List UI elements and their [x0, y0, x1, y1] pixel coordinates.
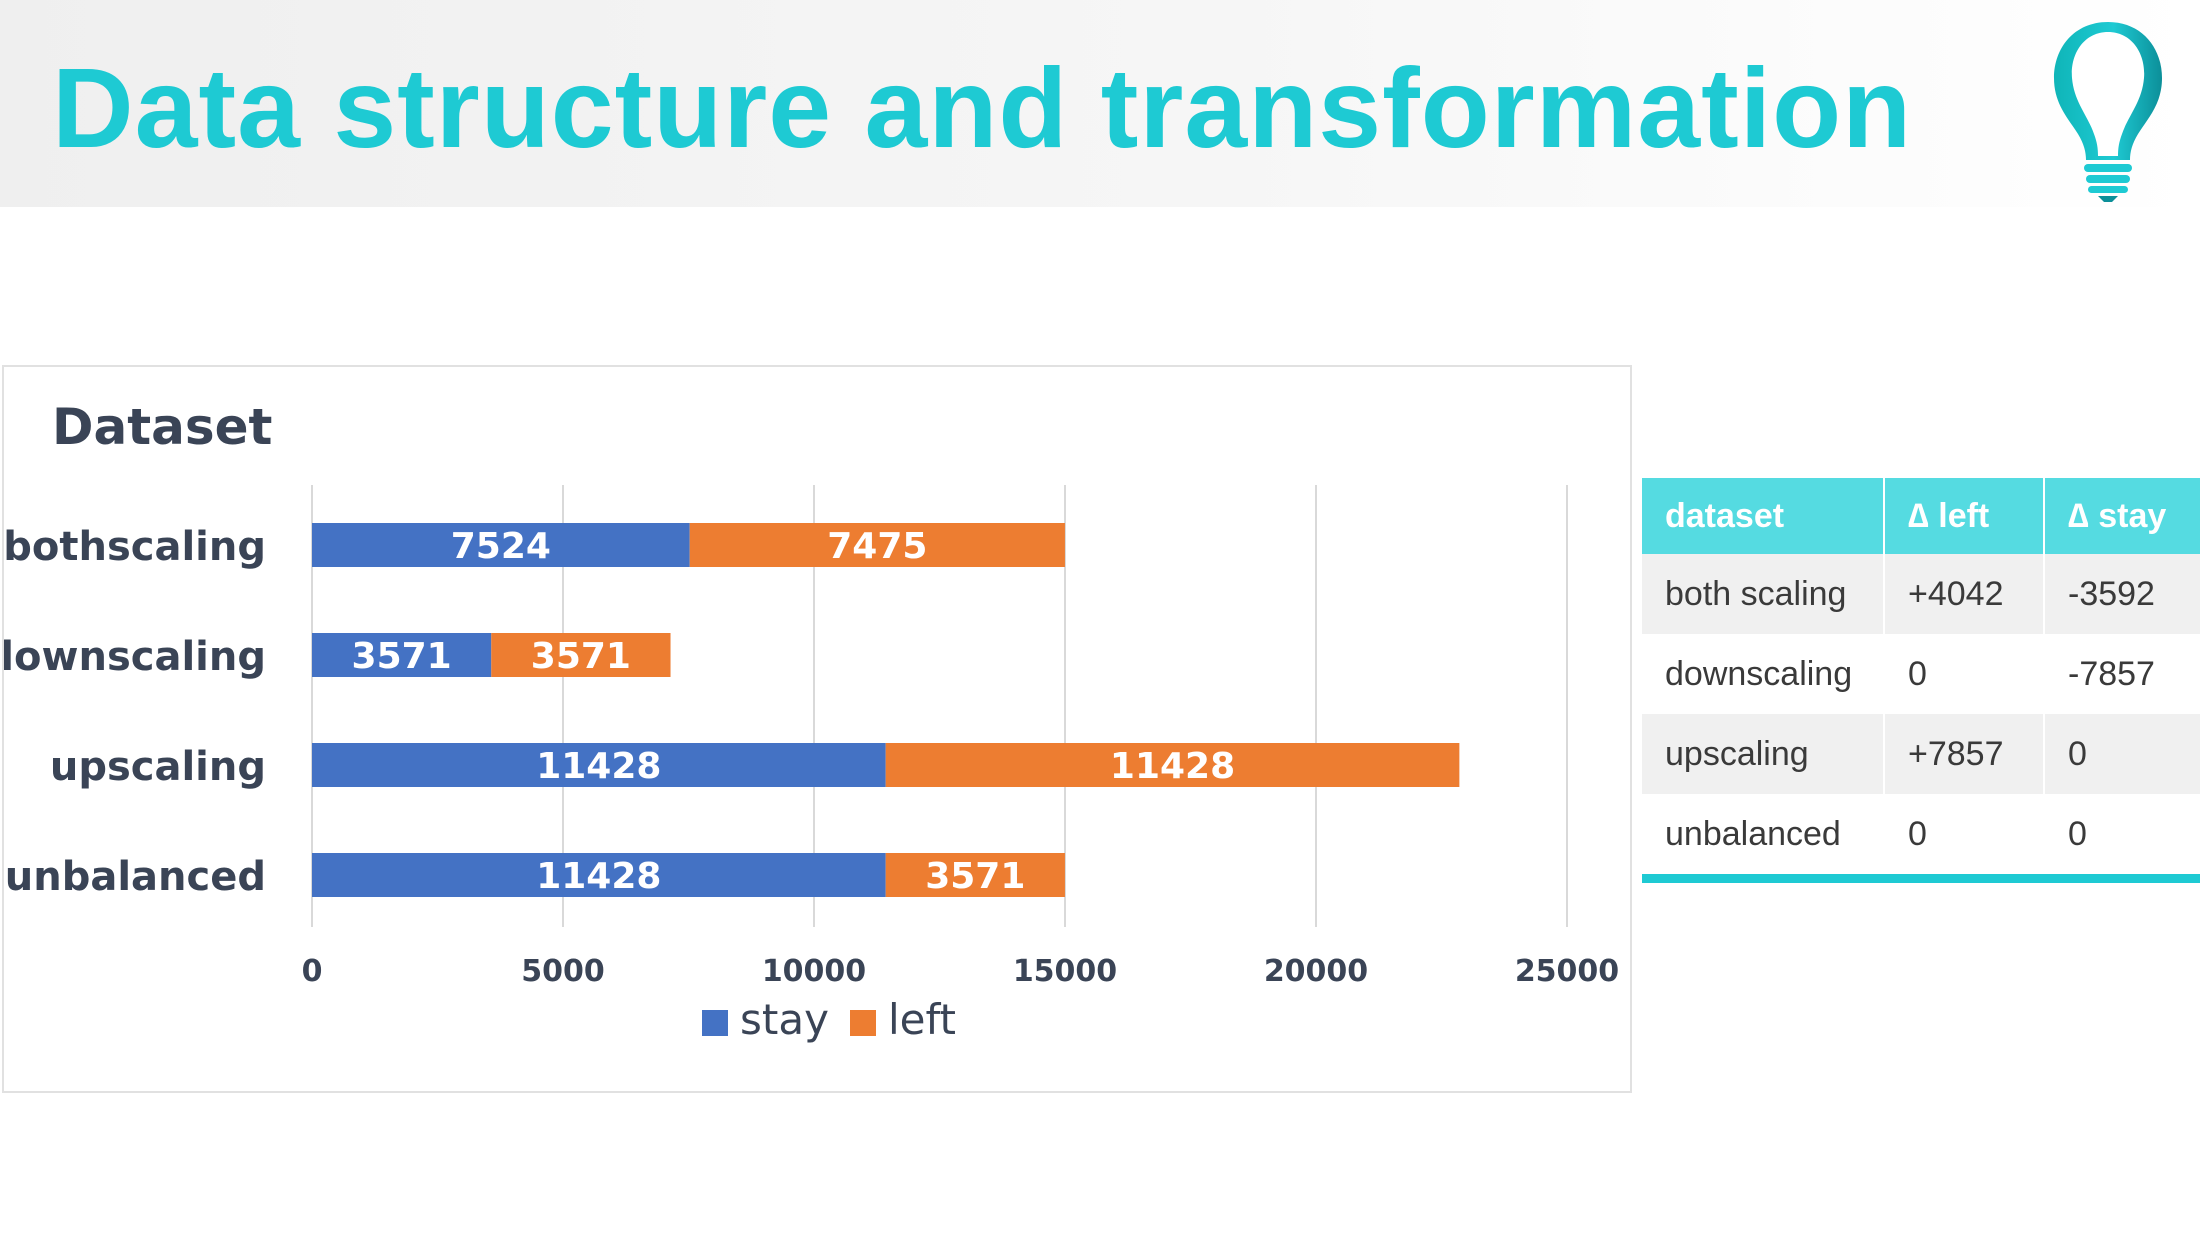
slide-header: Data structure and transformation: [0, 0, 2200, 207]
table-cell-dataset: upscaling: [1642, 714, 1884, 794]
lightbulb-icon: [2054, 22, 2162, 202]
data-label: 7524: [451, 526, 551, 567]
table-cell-delta-left: 0: [1883, 794, 2044, 874]
category-label: bothscaling: [4, 524, 266, 570]
chart-panel: Dataset 0 5000 10000 15000 20000 25000 7524 747…: [2, 365, 1632, 1093]
slide-title: Data structure and transformation: [52, 45, 1913, 171]
data-label: 3571: [352, 636, 452, 677]
x-tick-label: 25000: [1515, 954, 1619, 989]
bar-left: [885, 853, 1065, 897]
x-tick-label: 15000: [1013, 954, 1117, 989]
table-cell-delta-stay: -7857: [2043, 634, 2200, 714]
table-header-row: dataset ∆ left ∆ stay: [1642, 478, 2200, 554]
table-row: unbalanced 0 0: [1642, 794, 2200, 874]
table-bottom-border: [1642, 874, 2200, 883]
x-tick-label: 5000: [521, 954, 605, 989]
table-cell-delta-left: 0: [1883, 634, 2044, 714]
delta-table: dataset ∆ left ∆ stay both scaling +4042…: [1642, 478, 2200, 883]
bar-left: [491, 633, 671, 677]
bar-stay: [312, 633, 492, 677]
bar-stay: [312, 743, 886, 787]
table-cell-dataset: unbalanced: [1642, 794, 1884, 874]
x-tick-label: 0: [302, 954, 323, 989]
table-cell-dataset: both scaling: [1642, 554, 1884, 634]
bar-left: [885, 743, 1460, 787]
table-header-delta-stay: ∆ stay: [2043, 478, 2200, 554]
table-cell-delta-stay: 0: [2043, 794, 2200, 874]
legend-swatch-stay: [702, 1010, 728, 1036]
data-label: 11428: [536, 746, 661, 787]
data-label: 11428: [536, 856, 661, 897]
legend-swatch-left: [850, 1010, 876, 1036]
data-label: 11428: [1110, 746, 1235, 787]
table-row: upscaling +7857 0: [1642, 714, 2200, 794]
table-header-delta-left: ∆ left: [1883, 478, 2044, 554]
stacked-bar-chart: 0 5000 10000 15000 20000 25000 7524 7475 bothsca…: [4, 485, 1619, 1044]
table-cell-delta-stay: -3592: [2043, 554, 2200, 634]
bar-left: [689, 523, 1065, 567]
table-cell-delta-left: +7857: [1883, 714, 2044, 794]
chart-title: Dataset: [52, 398, 273, 456]
legend-label-stay: stay: [740, 995, 829, 1044]
data-label: 3571: [531, 636, 631, 677]
legend-label-left: left: [888, 995, 956, 1044]
bar-stay: [312, 853, 886, 897]
table-header-dataset: dataset: [1642, 478, 1884, 554]
x-tick-label: 10000: [762, 954, 866, 989]
data-label: 7475: [827, 526, 927, 567]
x-tick-label: 20000: [1264, 954, 1368, 989]
table-row: both scaling +4042 -3592: [1642, 554, 2200, 634]
category-label: upscaling: [50, 744, 266, 790]
table-cell-dataset: downscaling: [1642, 634, 1884, 714]
table-cell-delta-stay: 0: [2043, 714, 2200, 794]
category-label: unbalanced: [5, 854, 266, 900]
bar-stay: [312, 523, 690, 567]
category-label: downscaling: [4, 634, 266, 680]
data-label: 3571: [925, 856, 1025, 897]
table-cell-delta-left: +4042: [1883, 554, 2044, 634]
table-row: downscaling 0 -7857: [1642, 634, 2200, 714]
